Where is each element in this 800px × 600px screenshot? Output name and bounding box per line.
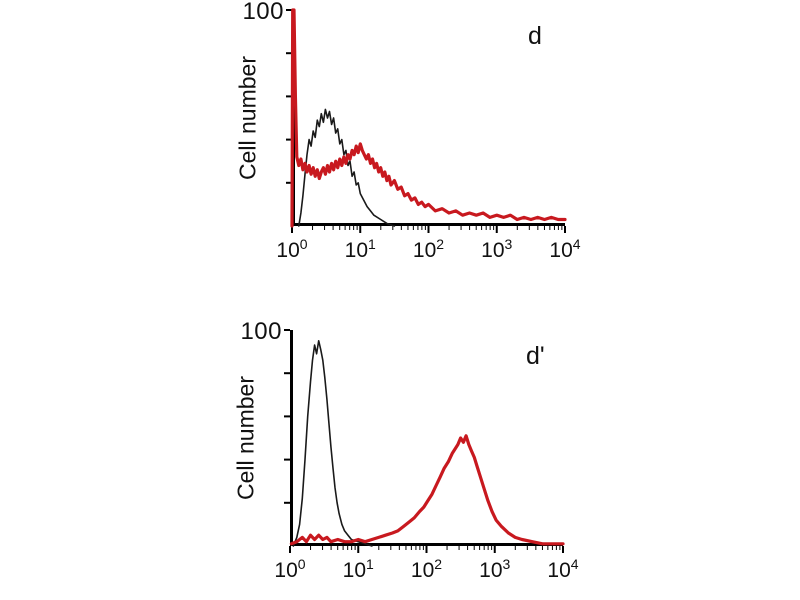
panel-label: d [528, 22, 542, 50]
series-control-thin-black [292, 340, 373, 547]
histogram-plot [284, 329, 565, 553]
series-stained-thick-red [290, 8, 567, 228]
x-tick-label: 101 [344, 236, 376, 262]
x-tick-label: 103 [481, 236, 513, 262]
y-axis-title: Cell number [234, 56, 261, 180]
series-control-thin-black [298, 108, 396, 227]
y-axis-max-label: 100 [240, 318, 282, 345]
y-axis-title: Cell number [232, 376, 259, 500]
x-tick-label: 100 [276, 236, 308, 262]
histogram-plot [286, 8, 567, 233]
x-tick-label: 102 [412, 236, 445, 262]
x-tick-label: 102 [410, 556, 443, 582]
x-tick-label: 104 [547, 556, 579, 582]
x-tick-label: 101 [342, 556, 374, 582]
flow-histogram-panel-d-prime: 100 Cell number d' 100 101 102 103 104 [200, 318, 720, 600]
series-stained-thick-red [289, 434, 565, 546]
y-axis-max-label: 100 [242, 0, 284, 25]
x-tick-label: 104 [549, 236, 581, 262]
panel-label: d' [526, 342, 545, 370]
x-tick-label: 103 [479, 556, 511, 582]
x-tick-label: 100 [274, 556, 306, 582]
flow-histogram-panel-d: 100 Cell number d 100 101 102 103 104 [202, 0, 722, 300]
